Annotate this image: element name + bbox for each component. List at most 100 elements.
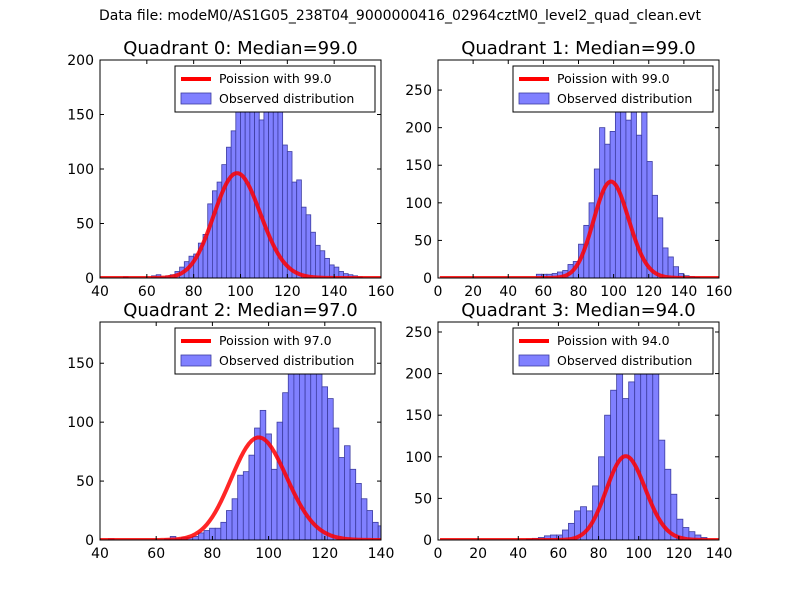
panel-quadrant-2: 40 60 80 100 120 140 0 50 100 150 Quadrant 2: Medi… [67,300,418,562]
histogram-bar [265,433,272,540]
legend-bar-swatch [518,354,550,367]
y-tick-label: 50 [76,217,94,233]
y-tick-label: 0 [85,533,94,549]
histogram-bar [286,151,293,278]
histogram-bar [321,386,329,540]
y-tick-label: 50 [414,491,432,507]
histogram-bar [240,108,246,278]
x-tick-label: 100 [600,284,627,300]
histogram-bar [207,203,213,278]
panel-title: Quadrant 2: Median=97.0 [123,300,358,321]
histogram-bar [263,103,269,278]
x-tick-label: 20 [464,284,482,300]
y-tick-label: 200 [405,121,432,137]
legend-label-poisson: Poission with 99.0 [219,71,332,86]
y-tick-label: 150 [67,356,94,372]
panel-quadrant-3: 0 20 40 60 80 100 120 140 0 50 100 150 200 250 Quadran… [405,300,732,562]
histogram-bar [366,510,373,540]
histogram-bar [667,256,674,278]
legend-bar-swatch [180,92,212,105]
histogram-bar [282,144,288,278]
x-tick-label: 40 [91,284,109,300]
x-tick-label: 120 [635,284,662,300]
x-tick-label: 40 [499,284,517,300]
x-tick-label: 40 [91,546,109,562]
histogram-bar [214,527,222,540]
x-tick-label: 60 [550,546,568,562]
histogram-bar [220,521,227,540]
histogram-bar [609,131,616,278]
histogram-bar [651,194,658,278]
histogram-bar [412,539,418,540]
histogram-bar [384,524,390,540]
histogram-bar [662,247,669,278]
x-tick-label: 140 [321,284,348,300]
histogram-bar [271,468,278,540]
histogram-bar [226,510,233,540]
panel-quadrant-0: 40 60 80 100 120 140 160 0 50 100 150 200 Quadrant 0… [67,38,395,300]
histogram-bar [231,498,239,540]
histogram-bar [254,427,261,540]
y-tick-label: 200 [405,367,432,383]
histogram-bar [372,521,379,540]
y-tick-label: 50 [414,233,432,249]
plot-area [100,333,418,540]
y-tick-label: 0 [423,271,432,287]
y-tick-label: 150 [67,108,94,124]
histogram-bar [622,398,630,540]
x-tick-label: 140 [706,546,733,562]
x-tick-label: 80 [590,546,608,562]
histogram-bar [360,498,368,540]
legend-label-observed: Observed distribution [557,353,692,368]
x-tick-label: 160 [368,284,395,300]
histogram-bar [258,119,265,278]
y-tick-label: 0 [423,533,432,549]
histogram-bar [344,445,351,540]
panel-title: Quadrant 1: Median=99.0 [461,38,696,59]
panel-quadrant-1: 0 20 40 60 80 100 120 140 160 0 50 100 150 200 250 Quad… [405,38,732,300]
figure-suptitle: Data file: modeM0/AS1G05_238T04_90000004… [99,8,701,24]
histogram-bar [657,217,664,278]
histogram-bar [630,104,637,278]
histogram-bar [593,168,600,278]
histogram-bar [646,161,653,278]
x-tick-label: 60 [147,546,165,562]
histogram-bar [625,119,632,278]
plot-area [440,331,719,540]
histogram-bar [248,454,255,540]
histogram-bar [646,373,654,540]
histogram-bar [401,534,407,540]
histogram-bar [377,525,381,540]
histogram-bar [235,103,241,278]
histogram-bar [259,409,267,540]
histogram-bar [616,364,624,540]
x-tick-label: 80 [203,546,221,562]
x-tick-label: 120 [274,284,301,300]
x-tick-label: 140 [368,546,395,562]
panel-title: Quadrant 3: Median=94.0 [461,300,696,321]
x-tick-label: 100 [227,284,254,300]
y-tick-label: 150 [405,158,432,174]
legend-bar-swatch [518,92,550,105]
histogram-bar [355,483,362,540]
histogram-bar [300,206,307,278]
histogram-bar [604,143,611,278]
x-tick-label: 60 [534,284,552,300]
histogram-bar [338,457,345,540]
histogram-bar [324,257,330,278]
histogram-bar [641,97,648,278]
legend-label-observed: Observed distribution [219,353,354,368]
x-tick-label: 100 [625,546,652,562]
y-tick-label: 100 [67,415,94,431]
legend-label-poisson: Poission with 97.0 [219,333,332,348]
legend-label-poisson: Poission with 99.0 [557,71,670,86]
x-tick-label: 60 [138,284,156,300]
histogram-bar [310,231,316,278]
x-tick-label: 140 [671,284,698,300]
x-tick-label: 100 [255,546,282,562]
x-tick-label: 120 [665,546,692,562]
legend-label-observed: Observed distribution [219,91,354,106]
histogram-bar [287,362,295,540]
histogram-bar [389,519,395,540]
legend-bar-swatch [180,354,212,367]
